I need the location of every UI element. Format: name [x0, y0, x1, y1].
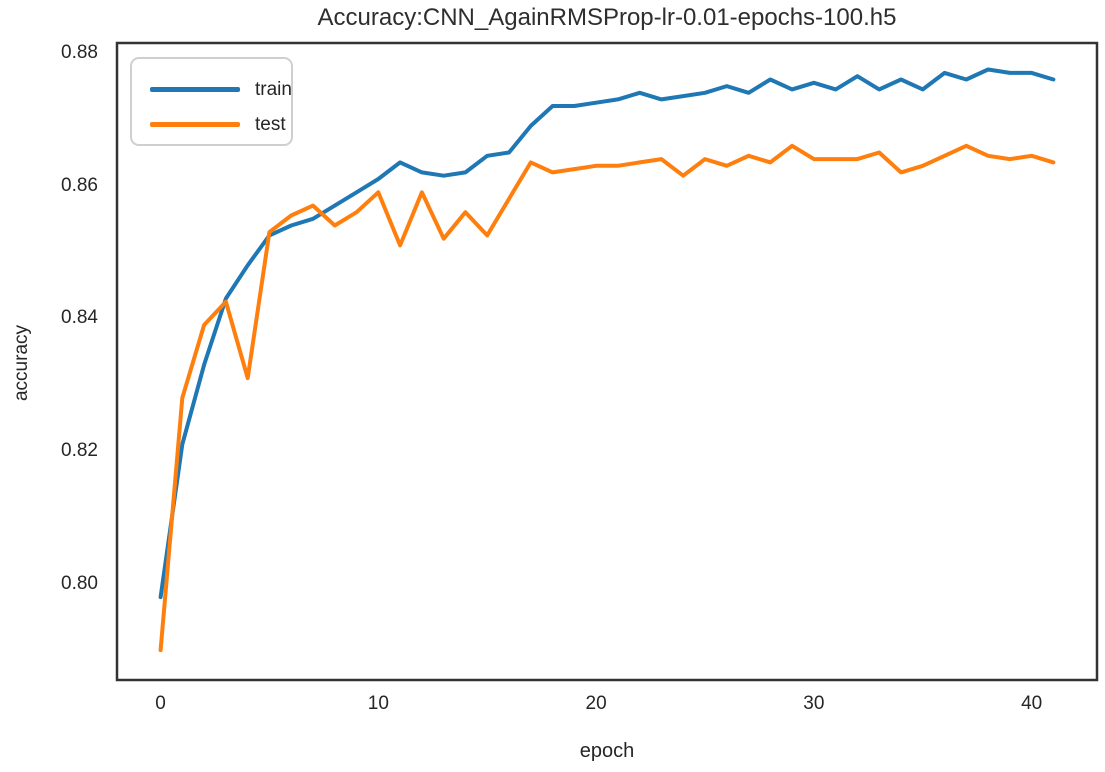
legend-label-train: train [255, 79, 292, 100]
x-tick-label: 40 [1021, 693, 1043, 714]
y-axis-label: accuracy [11, 324, 32, 402]
test-line [158, 143, 1056, 653]
test-line-swatch [150, 122, 240, 127]
x-axis-label: epoch [579, 740, 635, 762]
series-lines [158, 67, 1056, 653]
legend-item-train: train [132, 72, 292, 107]
x-tick-label: 0 [155, 693, 166, 714]
legend-label-test: test [255, 114, 286, 135]
y-tick-label: 0.80 [61, 572, 98, 594]
x-tick-label: 10 [367, 693, 389, 714]
legend: train test [130, 57, 293, 146]
chart-title: Accuracy:CNN_AgainRMSProp-lr-0.01-epochs… [317, 4, 897, 31]
legend-item-test: test [132, 107, 291, 142]
y-tick-label: 0.86 [61, 174, 98, 196]
y-tick-label: 0.88 [61, 41, 98, 63]
x-tick-label: 20 [585, 693, 607, 714]
x-tick-label: 30 [803, 693, 825, 714]
y-tick-label: 0.82 [61, 440, 98, 462]
train-line [158, 67, 1056, 600]
train-line-swatch [150, 87, 240, 92]
plot-border [115, 41, 1099, 682]
y-tick-label: 0.84 [61, 307, 98, 329]
